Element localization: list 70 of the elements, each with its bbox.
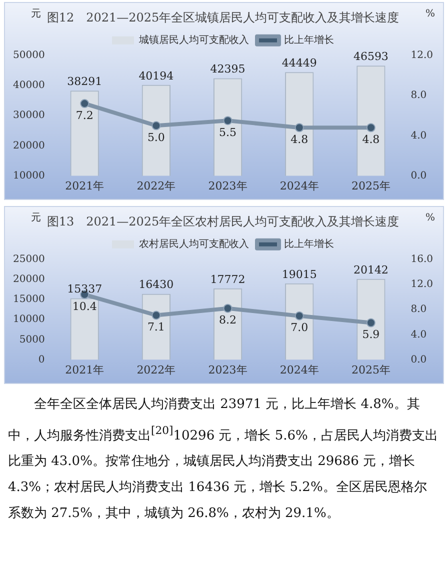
legend-label: 比上年增长 [284, 238, 334, 250]
point [223, 304, 232, 313]
data-label: 7.0 [290, 321, 308, 334]
y-tick-label: 40000 [13, 80, 45, 92]
point [152, 310, 161, 320]
x-tick-label: 2021年 [65, 363, 104, 376]
data-label: 42395 [210, 62, 246, 76]
legend-label: 城镇居民人均可支配收入 [138, 34, 249, 46]
y-axis-title: 元 [31, 212, 41, 224]
point [152, 121, 161, 130]
y-tick-label: 50000 [13, 50, 45, 61]
x-tick-label: 2024年 [280, 179, 319, 192]
point [294, 311, 304, 320]
data-label: 7.1 [147, 320, 165, 334]
data-label: 20142 [353, 263, 388, 276]
legend-label: 农村居民人均可支配收入 [139, 238, 249, 250]
x-tick-label: 2023年 [208, 363, 248, 376]
x-tick-label: 2022年 [136, 179, 176, 192]
y2-tick-label: 4.0 [410, 329, 427, 340]
data-label: 19015 [282, 268, 317, 281]
y-tick-label: 15000 [13, 294, 45, 306]
x-tick-label: 2025年 [351, 363, 390, 376]
y-tick-label: 10000 [13, 314, 45, 326]
point [294, 123, 304, 132]
y2-axis-title: % [425, 8, 435, 20]
y2-tick-label: 12.0 [410, 279, 433, 290]
x-tick-label: 2024年 [280, 363, 319, 376]
x-tick-label: 2021年 [65, 179, 104, 192]
chart-title: 图12 2021—2025年全区城镇居民人均可支配收入及其增长速度 [46, 10, 400, 24]
y-tick-label: 30000 [13, 110, 45, 122]
y-tick-label: 25000 [13, 254, 45, 265]
data-label: 5.5 [219, 126, 237, 139]
x-tick-label: 2023年 [208, 179, 248, 192]
y2-tick-label: 0.0 [410, 354, 427, 366]
point [366, 318, 376, 328]
y-tick-label: 20000 [13, 140, 45, 152]
data-label: 15337 [67, 282, 102, 296]
text: 全年全区全体居民人均消费支出 23971 元，比上年增长 4.8%。其中，人均服务性消费支出$^{[20]}$10296 元，增长 5.6%，占居民人均消费支出比重为 43.0%。按常住地分，城镇居民人均消费支出 29686 元，增长 4.3%；农村居民人均消费支出 16436 元，增长 5.2%。全区居民恩格尔系数为 27.5%，其中，城镇为 26.8%，农村为 29.1%。 [8, 397, 438, 522]
data-label: 38291 [67, 75, 102, 88]
y2-tick-label: 16.0 [410, 254, 433, 265]
data-label: 8.2 [219, 314, 237, 327]
data-label: 4.8 [362, 133, 380, 146]
data-label: 17772 [210, 272, 246, 286]
data-label: 16430 [138, 278, 174, 292]
x-tick-label: 2022年 [136, 363, 176, 376]
y2-axis-title: % [425, 212, 435, 224]
point [223, 116, 232, 126]
data-label: 5.9 [362, 328, 380, 342]
data-label: 40194 [138, 69, 174, 82]
y-tick-label: 0 [38, 354, 45, 366]
data-label: 44449 [282, 56, 317, 70]
x-tick-label: 2025年 [351, 179, 390, 192]
y-tick-label: 10000 [13, 170, 45, 182]
data-label: 5.0 [147, 130, 165, 144]
legend-label: 比上年增长 [284, 34, 334, 46]
y2-tick-label: 0.0 [410, 170, 427, 182]
y-tick-label: 20000 [13, 274, 45, 286]
y2-tick-label: 8.0 [410, 90, 427, 102]
data-label: 10.4 [72, 300, 97, 313]
y2-tick-label: 4.0 [410, 130, 427, 142]
y-axis-title: 元 [31, 8, 41, 20]
data-label: 7.2 [76, 108, 94, 122]
point [366, 123, 376, 132]
y-tick-label: 5000 [19, 334, 45, 346]
y2-tick-label: 8.0 [410, 304, 427, 316]
point [80, 99, 90, 108]
data-label: 46593 [353, 50, 388, 64]
y2-tick-label: 12.0 [410, 50, 433, 61]
data-label: 4.8 [290, 133, 308, 146]
chart-title: 图13 2021—2025年全区农村居民人均可支配收入及其增长速度 [46, 214, 400, 228]
